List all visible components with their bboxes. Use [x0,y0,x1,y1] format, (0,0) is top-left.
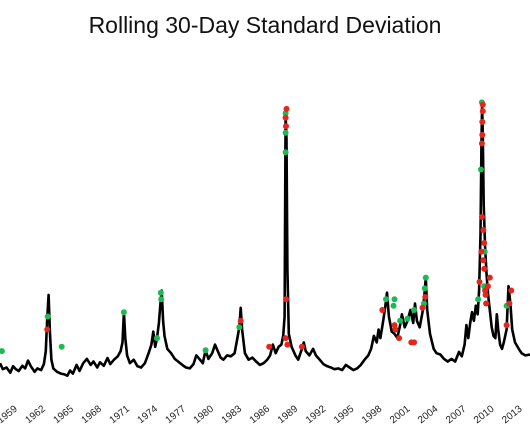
red-marker [484,283,491,290]
red-marker [479,108,486,115]
red-marker [282,335,289,342]
red-marker [481,240,488,246]
red-marker [44,326,51,333]
series-layer [0,103,530,377]
red-marker [419,304,426,311]
red-marker [266,343,273,350]
green-marker [58,343,65,350]
x-tick-label: 2001 [388,403,413,426]
x-axis: 1959 1962 1965 1968 1971 1974 1977 1980 1983 1986… [0,403,525,426]
green-marker [390,302,397,309]
red-marker [478,214,485,220]
x-tick-label: 1992 [304,403,329,426]
green-marker [0,348,5,355]
green-marker [477,166,484,173]
green-marker [404,315,411,322]
x-tick-label: 1971 [108,403,133,426]
red-marker [479,118,486,125]
green-marker [282,149,289,156]
red-marker [379,307,386,313]
red-marker [392,326,399,333]
x-tick-label: 1977 [164,403,189,426]
green-marker [157,289,164,296]
green-marker [422,274,429,281]
marker-layer [0,99,515,355]
red-marker [476,278,483,285]
red-marker [298,343,305,350]
red-marker [481,265,488,272]
green-marker [411,307,418,313]
red-marker [480,227,487,233]
red-marker [283,296,289,303]
green-marker [236,324,243,331]
red-marker [478,248,485,255]
chart-title: Rolling 30-Day Standard Deviation [88,12,442,38]
x-tick-label: 1986 [248,403,273,426]
green-marker [44,313,51,320]
green-marker [475,296,482,303]
x-tick-label: 2007 [444,403,469,426]
red-marker [422,294,429,300]
red-marker [479,131,486,138]
x-tick-label: 1959 [0,403,20,426]
x-tick-label: 1995 [332,403,357,426]
series-line-0 [0,103,530,377]
red-marker [411,339,418,346]
x-tick-label: 1968 [80,403,105,426]
red-marker [480,257,487,264]
x-tick-label: 1962 [23,403,48,426]
x-tick-label: 2010 [472,403,497,426]
green-marker [421,285,428,292]
red-marker [479,101,486,108]
red-marker [482,291,489,298]
red-marker [396,335,403,342]
red-marker [283,123,289,130]
x-tick-label: 2013 [500,403,525,426]
green-marker [158,296,165,303]
green-marker [154,335,160,342]
x-tick-label: 1965 [52,403,77,426]
red-marker [486,274,493,281]
x-tick-label: 1998 [360,403,385,426]
x-tick-label: 1974 [136,403,161,426]
red-marker [482,287,489,294]
green-marker [282,129,289,136]
green-marker [120,309,127,316]
red-marker [508,287,515,294]
green-marker [202,347,209,354]
red-marker [282,114,289,121]
red-marker [483,300,490,307]
red-marker [503,322,510,329]
x-tick-label: 2004 [416,403,441,426]
x-tick-label: 1980 [192,403,217,426]
green-marker [397,317,404,324]
red-marker [237,317,244,324]
x-tick-label: 1989 [276,403,301,426]
x-tick-label: 1983 [220,403,245,426]
red-marker [478,140,485,147]
green-marker [391,296,398,303]
red-marker [284,341,291,348]
green-marker [383,296,389,303]
red-marker [283,105,290,112]
red-marker [506,300,513,307]
